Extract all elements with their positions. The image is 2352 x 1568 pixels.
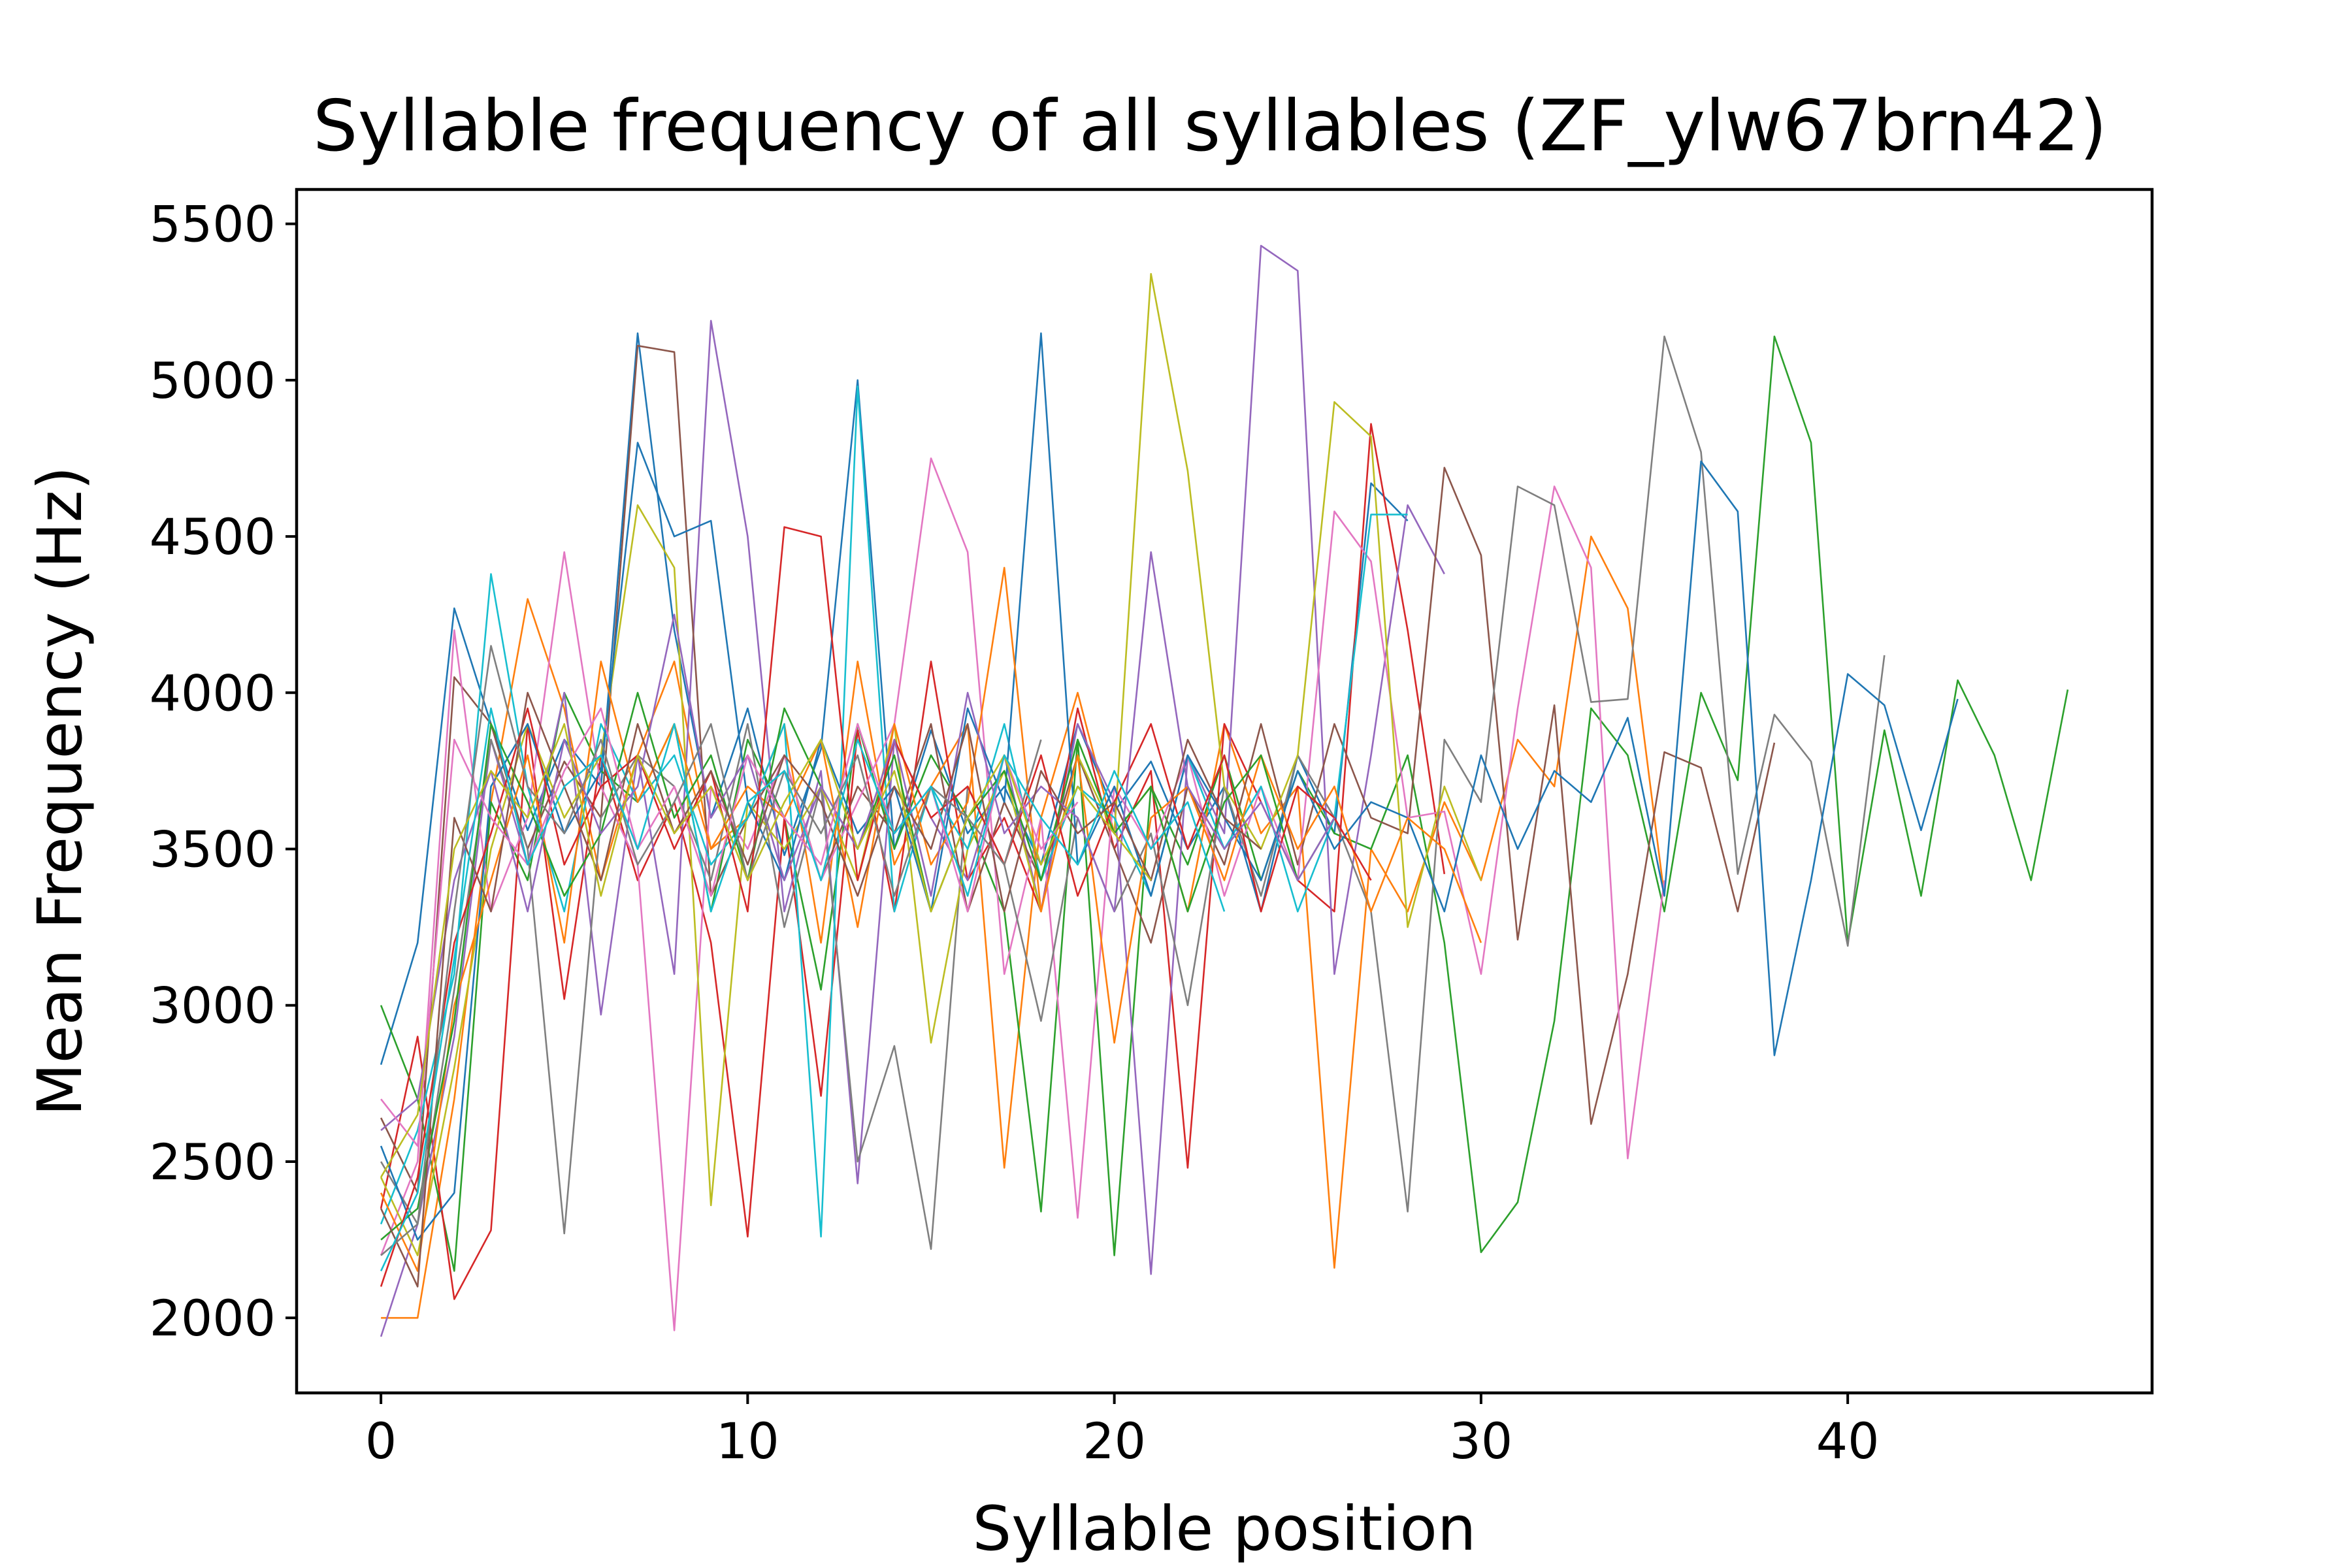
x-axis-label: Syllable position: [973, 1494, 1477, 1565]
y-axis-label: Mean Frequency (Hz): [25, 466, 96, 1117]
y-tick-label: 2000: [150, 1289, 276, 1347]
series-line-12: [380, 566, 1482, 1272]
x-tick-label: 30: [1450, 1412, 1513, 1470]
x-tick-label: 40: [1816, 1412, 1880, 1470]
y-axis: 2000 2500 3000 3500 4000 4500 5000 5500: [150, 195, 297, 1347]
y-tick-label: 5000: [150, 351, 276, 410]
y-tick-label: 4500: [150, 508, 276, 566]
x-tick-label: 0: [365, 1412, 397, 1470]
y-tick-label: 2500: [150, 1133, 276, 1191]
chart-title: Syllable frequency of all syllables (ZF_…: [313, 86, 2107, 167]
plot-lines: [380, 244, 2069, 1337]
series-line-7: [380, 457, 1665, 1331]
series-line-2: [381, 535, 1665, 1319]
x-tick-label: 10: [716, 1412, 779, 1470]
series-line-9: [380, 272, 1482, 1256]
y-tick-label: 5500: [150, 195, 276, 253]
x-tick-label: 20: [1083, 1412, 1146, 1470]
y-tick-label: 4000: [150, 664, 276, 722]
series-line-17: [380, 707, 1079, 1147]
x-axis: 0 10 20 30 40: [365, 1393, 1880, 1470]
y-tick-label: 3000: [150, 977, 276, 1035]
y-tick-label: 3500: [150, 821, 276, 879]
series-line-20: [380, 707, 1226, 1271]
series-line-8: [380, 335, 1886, 1250]
plot-frame: [295, 188, 2154, 1395]
series-line-19: [380, 723, 1152, 1178]
series-line-16: [380, 692, 1262, 1288]
